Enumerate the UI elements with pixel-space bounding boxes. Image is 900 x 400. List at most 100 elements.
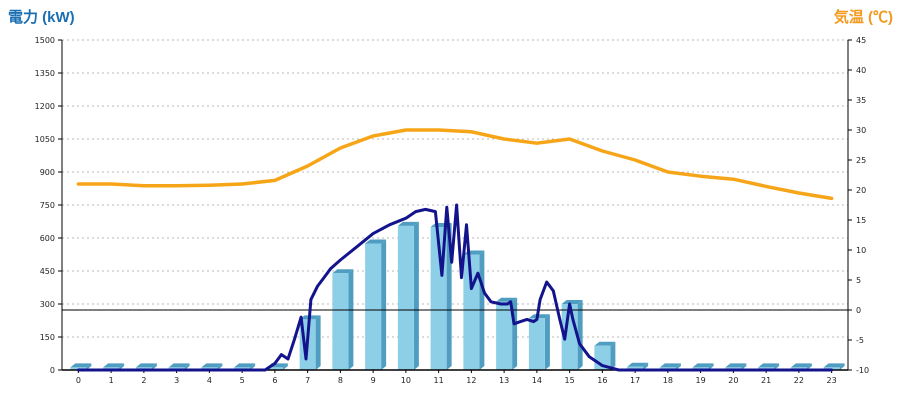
power-bar-side bbox=[282, 363, 288, 370]
power-bar-top bbox=[103, 363, 125, 368]
power-bar-side bbox=[708, 363, 714, 370]
x-tick-label: 6 bbox=[272, 376, 277, 385]
left-axis-title: 電力 (kW) bbox=[8, 8, 75, 26]
x-tick-label: 11 bbox=[434, 376, 444, 385]
x-tick-label: 21 bbox=[761, 376, 771, 385]
power-bar-top bbox=[365, 239, 387, 244]
right-tick-label: 40 bbox=[856, 66, 866, 75]
left-tick-label: 300 bbox=[40, 300, 55, 309]
right-tick-label: 0 bbox=[856, 306, 861, 315]
power-bar-side bbox=[348, 269, 354, 370]
power-bar-side bbox=[544, 314, 550, 370]
grid bbox=[62, 39, 848, 338]
power-bar-side bbox=[774, 363, 780, 370]
power-bar-top bbox=[659, 363, 681, 368]
right-tick-label: -10 bbox=[856, 366, 869, 375]
x-tick-label: 1 bbox=[109, 376, 114, 385]
x-tick-label: 0 bbox=[76, 376, 81, 385]
x-tick-label: 22 bbox=[794, 376, 804, 385]
x-tick-label: 16 bbox=[597, 376, 607, 385]
x-tick-label: 13 bbox=[499, 376, 509, 385]
power-bar-top bbox=[790, 363, 812, 368]
power-bar-side bbox=[643, 362, 649, 370]
x-tick-label: 19 bbox=[696, 376, 706, 385]
axes: 0 150 300 450 600 750 900 10 5 0 1 20 0 1350 1500 -10 -5… bbox=[35, 36, 869, 385]
series-lines bbox=[76, 128, 834, 372]
power-bar-side bbox=[315, 315, 321, 370]
power-bar-front bbox=[397, 225, 414, 370]
power-bar-front bbox=[496, 301, 513, 370]
left-tick-label: 0 bbox=[50, 366, 55, 375]
power-bar-top bbox=[135, 363, 157, 368]
right-tick-label: 35 bbox=[856, 96, 866, 105]
power-bar bbox=[365, 239, 387, 370]
power-bar-side bbox=[86, 363, 92, 370]
power-bar-side bbox=[151, 363, 157, 370]
x-tick-label: 15 bbox=[565, 376, 575, 385]
left-tick-label: 150 bbox=[40, 333, 55, 342]
power-bar-top bbox=[561, 300, 583, 304]
right-tick-label: 10 bbox=[856, 246, 866, 255]
power-bar bbox=[332, 269, 354, 370]
x-tick-label: 23 bbox=[827, 376, 837, 385]
power-bar-side bbox=[610, 341, 616, 370]
power-bar-front bbox=[463, 254, 480, 370]
right-tick-label: 30 bbox=[856, 126, 866, 135]
power-bar-side bbox=[675, 363, 681, 370]
power-bar-front bbox=[365, 243, 382, 370]
power-bar-front bbox=[627, 366, 644, 370]
right-tick-label: -5 bbox=[856, 336, 864, 345]
power-bar bbox=[430, 223, 452, 370]
x-tick-label: 17 bbox=[630, 376, 640, 385]
power-bar-top bbox=[528, 314, 550, 319]
power-bar-side bbox=[217, 363, 223, 370]
power-bar-side bbox=[184, 363, 190, 370]
right-tick-label: 20 bbox=[856, 186, 866, 195]
power-bar-top bbox=[496, 297, 518, 302]
right-axis-title: 気温 (℃) bbox=[834, 8, 893, 26]
power-bar bbox=[528, 314, 550, 370]
power-bar-front bbox=[332, 273, 349, 370]
power-bars bbox=[70, 221, 845, 370]
power-bar-front bbox=[528, 318, 545, 370]
power-bar-top bbox=[758, 363, 780, 368]
power-bar-side bbox=[250, 363, 256, 370]
left-tick-label: 450 bbox=[40, 267, 55, 276]
power-bar-top bbox=[627, 362, 649, 367]
left-tick-label: 750 bbox=[40, 201, 55, 210]
power-bar-side bbox=[119, 363, 125, 370]
left-tick-label: 600 bbox=[40, 234, 55, 243]
x-tick-label: 12 bbox=[466, 376, 476, 385]
x-tick-label: 10 bbox=[401, 376, 411, 385]
power-bar-top bbox=[168, 363, 190, 368]
x-tick-label: 3 bbox=[174, 376, 179, 385]
power-bar-top bbox=[332, 269, 354, 274]
power-bar-top bbox=[397, 221, 419, 226]
x-tick-label: 7 bbox=[305, 376, 310, 385]
x-tick-label: 18 bbox=[663, 376, 673, 385]
power-bar-side bbox=[806, 363, 812, 370]
x-tick-label: 4 bbox=[207, 376, 212, 385]
power-bar-side bbox=[381, 239, 387, 370]
x-tick-label: 14 bbox=[532, 376, 542, 385]
power-line bbox=[76, 203, 834, 372]
left-tick-label: 900 bbox=[40, 168, 55, 177]
power-bar-front bbox=[266, 367, 283, 370]
temperature-line bbox=[76, 128, 834, 201]
left-tick-label: 1350 bbox=[35, 69, 55, 78]
power-bar bbox=[397, 221, 419, 370]
power-bar bbox=[627, 362, 649, 370]
left-tick-label: 1500 bbox=[35, 36, 55, 45]
power-bar-side bbox=[839, 363, 845, 370]
power-bar-side bbox=[413, 221, 419, 370]
right-tick-label: 25 bbox=[856, 156, 866, 165]
right-tick-label: 45 bbox=[856, 36, 866, 45]
x-tick-label: 20 bbox=[728, 376, 738, 385]
power-bar-side bbox=[741, 363, 747, 370]
x-tick-label: 5 bbox=[240, 376, 245, 385]
power-bar bbox=[496, 297, 518, 370]
power-bar-top bbox=[692, 363, 714, 368]
power-bar-top bbox=[823, 363, 845, 368]
power-bar-top bbox=[725, 363, 747, 368]
power-bar-top bbox=[201, 363, 223, 368]
